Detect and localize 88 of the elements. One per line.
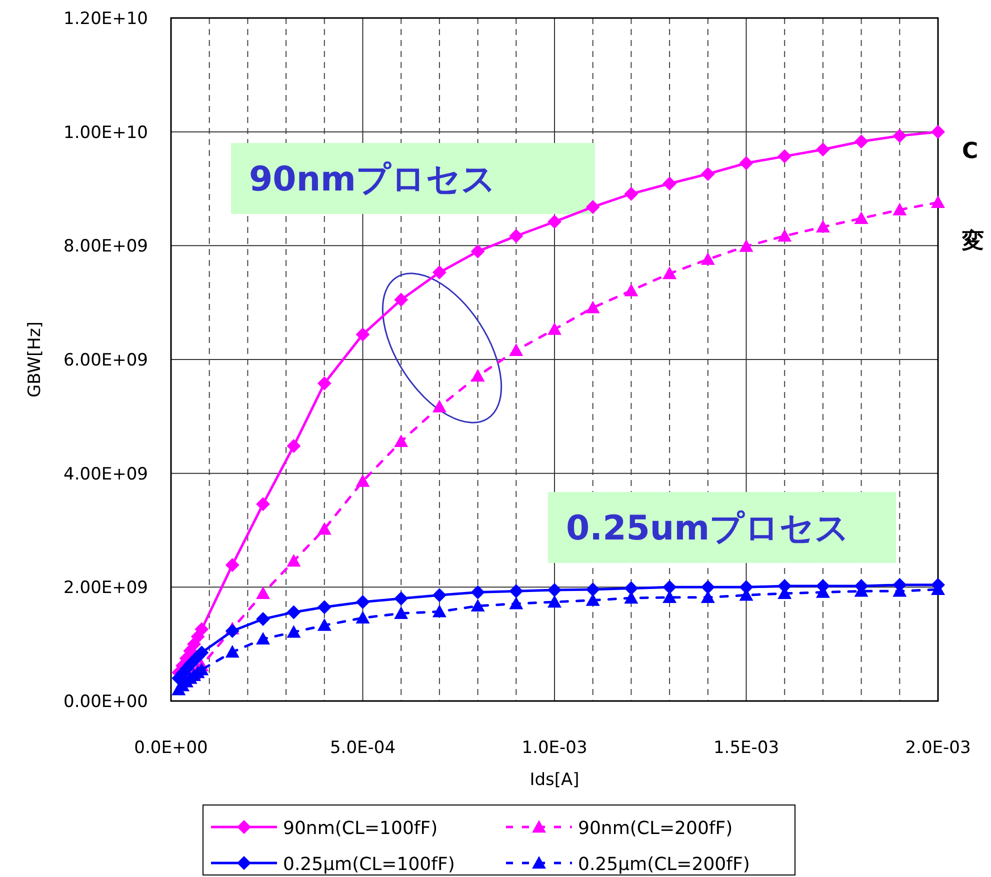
- point: [624, 284, 638, 296]
- point: [548, 583, 562, 598]
- point: [548, 214, 562, 229]
- point: [256, 586, 270, 600]
- point: [739, 156, 754, 170]
- point: [432, 265, 446, 280]
- legend-label: 0.25μm(CL=200fF): [578, 854, 750, 875]
- point: [586, 300, 600, 314]
- y-tick-label: 1.20E+10: [64, 9, 148, 29]
- point: [816, 220, 830, 232]
- y-tick-label: 6.00E+09: [64, 350, 148, 370]
- point: [816, 142, 830, 156]
- point: [286, 439, 301, 454]
- point: [356, 594, 370, 609]
- point: [509, 596, 524, 610]
- annotation: 0.25umプロセス: [566, 508, 850, 548]
- point: [778, 149, 792, 164]
- y-tick-label: 8.00E+09: [64, 236, 148, 257]
- point: [225, 558, 240, 572]
- point: [470, 244, 485, 258]
- point: [700, 580, 715, 594]
- point: [394, 606, 408, 619]
- point: [256, 612, 270, 626]
- x-tick-label: 0.0E+00: [134, 738, 208, 758]
- point: [432, 604, 446, 618]
- point: [432, 588, 446, 602]
- point: [356, 474, 370, 487]
- point: [356, 327, 370, 342]
- point: [586, 582, 600, 596]
- point: [317, 618, 332, 631]
- point: [854, 211, 868, 224]
- x-axis-title: Ids[A]: [530, 770, 580, 790]
- point: [317, 600, 332, 614]
- point: [624, 186, 638, 201]
- point: [509, 228, 524, 243]
- point: [432, 400, 446, 412]
- point: [662, 176, 677, 191]
- legend-label: 0.25μm(CL=100fF): [283, 854, 455, 875]
- point: [317, 522, 332, 535]
- point: [470, 369, 485, 382]
- point: [225, 624, 240, 638]
- point: [256, 632, 270, 645]
- point: [586, 200, 600, 214]
- point: [662, 266, 677, 280]
- point: [394, 592, 408, 606]
- point: [931, 195, 945, 208]
- y-tick-label: 1.00E+10: [64, 122, 148, 143]
- point: [548, 322, 562, 335]
- point: [470, 585, 485, 600]
- point: [662, 580, 677, 594]
- point: [225, 645, 240, 658]
- point: [739, 239, 754, 252]
- x-tick-label: 1.0E-03: [522, 738, 588, 758]
- point: [548, 594, 562, 608]
- point: [356, 610, 370, 624]
- point: [509, 584, 524, 598]
- point: [700, 252, 715, 265]
- point: [586, 593, 600, 606]
- y-tick-label: 2.00E+09: [64, 578, 148, 598]
- point: [194, 646, 209, 660]
- x-tick-label: 2.0E-03: [905, 738, 971, 758]
- point: [286, 625, 301, 638]
- point: [194, 622, 209, 636]
- x-tick-label: 5.0E-04: [330, 738, 396, 758]
- legend-label: 90nm(CL=100fF): [283, 818, 438, 839]
- point: [394, 292, 408, 307]
- legend-label: 90nm(CL=200fF): [578, 818, 733, 839]
- point: [931, 124, 945, 139]
- point: [624, 581, 638, 596]
- point: [700, 166, 715, 181]
- point: [317, 376, 332, 390]
- point: [286, 554, 301, 567]
- point: [778, 228, 792, 242]
- x-tick-label: 1.5E-03: [713, 738, 780, 758]
- point: [286, 605, 301, 620]
- point: [394, 434, 408, 448]
- point: [509, 343, 524, 356]
- y-tick-label: 4.00E+09: [64, 464, 148, 484]
- point: [470, 598, 485, 612]
- point: [256, 497, 270, 512]
- text: 変: [961, 228, 984, 254]
- point: [854, 134, 868, 149]
- point: [892, 202, 907, 216]
- annotation: 90nmプロセス: [249, 160, 496, 200]
- y-axis-title: GBW[Hz]: [25, 321, 45, 398]
- text: C: [962, 139, 978, 164]
- point: [892, 128, 907, 143]
- y-tick-label: 0.00E+00: [64, 692, 148, 712]
